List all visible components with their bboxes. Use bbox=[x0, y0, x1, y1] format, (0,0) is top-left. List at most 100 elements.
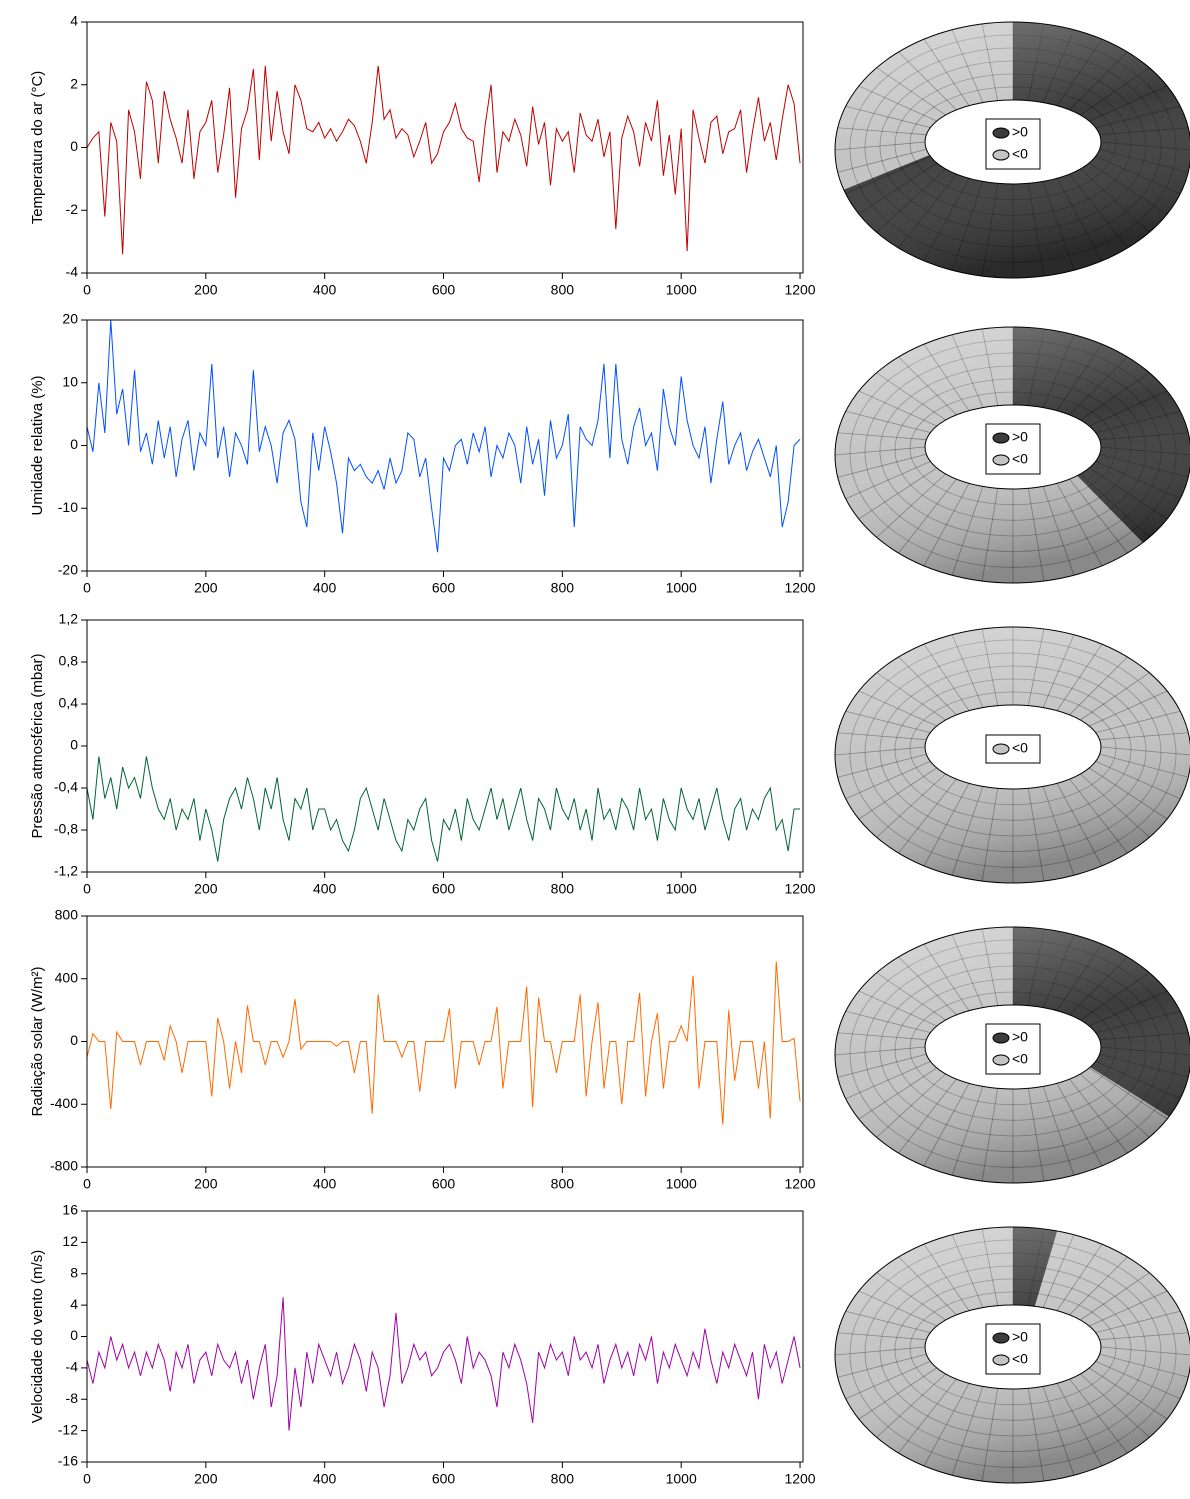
x-tick-label: 1000 bbox=[666, 580, 697, 596]
legend-box bbox=[985, 1023, 1041, 1075]
x-tick-label: 1200 bbox=[784, 881, 815, 897]
y-tick-label: 0 bbox=[70, 737, 78, 753]
legend-label: >0 bbox=[1012, 124, 1028, 140]
x-tick-label: 1200 bbox=[784, 580, 815, 596]
x-tick-label: 400 bbox=[313, 1176, 337, 1192]
y-tick-label: 4 bbox=[70, 1296, 78, 1312]
legend-swatch bbox=[992, 1032, 1010, 1044]
data-line bbox=[86, 756, 801, 862]
x-tick-label: 1000 bbox=[666, 1471, 697, 1487]
legend-box bbox=[985, 1323, 1041, 1375]
x-tick-label: 800 bbox=[551, 1471, 575, 1487]
x-tick-label: 800 bbox=[551, 580, 575, 596]
plot-frame bbox=[86, 21, 804, 274]
legend-swatch bbox=[992, 1332, 1010, 1344]
torus-shading bbox=[834, 626, 1190, 884]
y-axis-label: Radiação solar (W/m²) bbox=[29, 966, 46, 1116]
torus-shading bbox=[834, 326, 1190, 584]
x-tick-label: 1200 bbox=[784, 1176, 815, 1192]
y-tick-label: -800 bbox=[50, 1158, 78, 1174]
legend-box bbox=[985, 423, 1041, 475]
x-tick-label: 0 bbox=[83, 580, 91, 596]
line-chart: -800 -400 0 400 800 0 200 400 600 800 1000 1200 Radi… bbox=[29, 907, 816, 1192]
x-tick-label: 600 bbox=[432, 1471, 456, 1487]
y-tick-label: 0 bbox=[70, 1327, 78, 1343]
legend-swatch bbox=[992, 743, 1010, 755]
x-tick-label: 200 bbox=[194, 1471, 218, 1487]
x-tick-label: 600 bbox=[432, 282, 456, 298]
data-line bbox=[86, 961, 801, 1125]
y-tick-label: -12 bbox=[58, 1421, 78, 1437]
y-tick-label: -10 bbox=[58, 499, 78, 515]
y-tick-label: 4 bbox=[70, 13, 78, 29]
torus-chart: >0<0 bbox=[834, 926, 1190, 1184]
y-tick-label: 0 bbox=[70, 1032, 78, 1048]
y-tick-label: 0,8 bbox=[59, 653, 79, 669]
x-tick-label: 1200 bbox=[784, 1471, 815, 1487]
torus-chart: >0<0 bbox=[834, 21, 1190, 279]
x-tick-label: 1200 bbox=[784, 282, 815, 298]
x-tick-label: 400 bbox=[313, 1471, 337, 1487]
x-tick-label: 1000 bbox=[666, 1176, 697, 1192]
torus-shading bbox=[834, 926, 1190, 1184]
y-tick-label: -4 bbox=[66, 264, 79, 280]
y-axis-label: Pressão atmosférica (mbar) bbox=[29, 653, 46, 838]
y-tick-label: 12 bbox=[62, 1233, 78, 1249]
torus-chart: >0<0 bbox=[834, 326, 1190, 584]
y-tick-label: 0 bbox=[70, 436, 78, 452]
y-axis-label: Velocidade do vento (m/s) bbox=[29, 1250, 46, 1423]
legend-box bbox=[985, 118, 1041, 170]
y-tick-label: 8 bbox=[70, 1264, 78, 1280]
torus-shading bbox=[834, 1226, 1190, 1484]
plot-frame bbox=[86, 319, 804, 572]
x-tick-label: 1000 bbox=[666, 282, 697, 298]
y-tick-label: -16 bbox=[58, 1453, 78, 1469]
y-tick-label: -0,8 bbox=[54, 821, 78, 837]
x-tick-label: 0 bbox=[83, 1176, 91, 1192]
x-tick-label: 600 bbox=[432, 881, 456, 897]
line-chart: -16 -12 -8 -4 0 4 8 12 16 0 200 400 600 800 1000 1200 Ve… bbox=[29, 1202, 816, 1487]
y-axis-label: Umidade relativa (%) bbox=[29, 375, 46, 515]
y-tick-label: -0,4 bbox=[54, 779, 78, 795]
torus-shading bbox=[834, 21, 1190, 279]
y-tick-label: -2 bbox=[66, 201, 79, 217]
legend-swatch bbox=[992, 454, 1010, 466]
x-tick-label: 800 bbox=[551, 881, 575, 897]
data-line bbox=[86, 319, 801, 553]
legend-label: <0 bbox=[1012, 146, 1028, 162]
x-tick-label: 400 bbox=[313, 881, 337, 897]
x-tick-label: 400 bbox=[313, 282, 337, 298]
legend-label: <0 bbox=[1012, 451, 1028, 467]
data-line bbox=[86, 1297, 801, 1431]
legend-label: <0 bbox=[1012, 740, 1028, 756]
y-tick-label: 0 bbox=[70, 138, 78, 154]
y-axis-label: Temperatura do ar (°C) bbox=[29, 71, 46, 225]
x-tick-label: 600 bbox=[432, 580, 456, 596]
x-tick-label: 200 bbox=[194, 580, 218, 596]
legend-label: <0 bbox=[1012, 1051, 1028, 1067]
x-tick-label: 800 bbox=[551, 1176, 575, 1192]
legend-label: >0 bbox=[1012, 429, 1028, 445]
data-line bbox=[86, 65, 801, 255]
y-tick-label: 1,2 bbox=[59, 611, 79, 627]
y-tick-label: -1,2 bbox=[54, 863, 78, 879]
x-tick-label: 1000 bbox=[666, 881, 697, 897]
legend-swatch bbox=[992, 1054, 1010, 1066]
plot-frame bbox=[86, 1210, 804, 1463]
line-chart: -4 -2 0 2 4 0 200 400 600 800 1000 1200 Temperatura … bbox=[29, 13, 816, 298]
y-tick-label: -8 bbox=[66, 1390, 79, 1406]
torus-chart: >0<0 bbox=[834, 1226, 1190, 1484]
x-tick-label: 400 bbox=[313, 580, 337, 596]
torus-chart: <0 bbox=[834, 626, 1190, 884]
x-tick-label: 200 bbox=[194, 881, 218, 897]
legend-label: >0 bbox=[1012, 1329, 1028, 1345]
x-tick-label: 800 bbox=[551, 282, 575, 298]
legend-swatch bbox=[992, 127, 1010, 139]
y-tick-label: 16 bbox=[62, 1202, 78, 1218]
y-tick-label: 10 bbox=[62, 373, 78, 389]
plot-frame bbox=[86, 915, 804, 1168]
x-tick-label: 200 bbox=[194, 282, 218, 298]
x-tick-label: 0 bbox=[83, 1471, 91, 1487]
